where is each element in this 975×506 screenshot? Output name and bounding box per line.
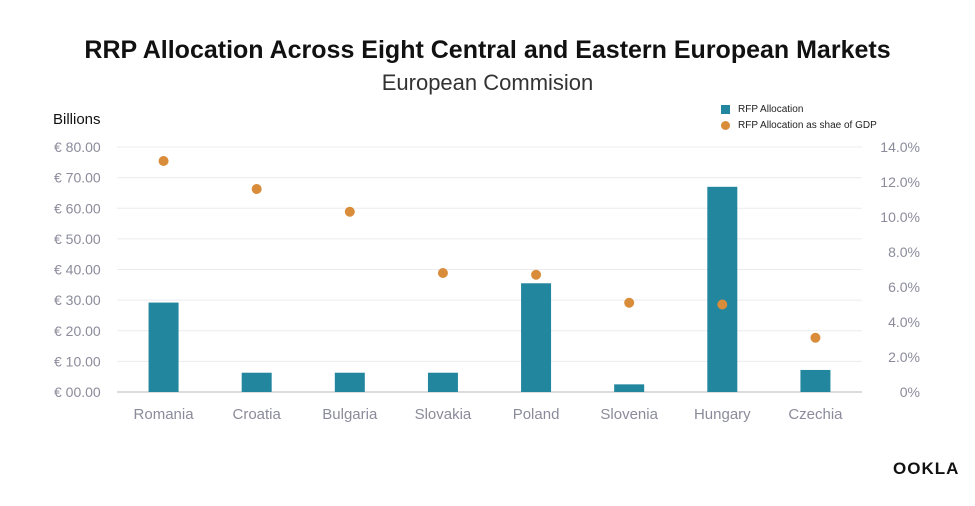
chart-subtitle: European Commision — [381, 70, 594, 95]
legend-label-bars: RFP Allocation — [738, 103, 804, 115]
ookla-logo: OOKLA — [893, 459, 960, 478]
bar — [148, 302, 179, 392]
category-label: Croatia — [233, 406, 282, 423]
right-tick-label: 8.0% — [888, 244, 920, 260]
left-tick-label: € 30.00 — [54, 292, 101, 308]
data-point — [437, 268, 448, 278]
left-axis-ticks: € 00.00 € 10.00 € 20.00 € 30.00 € 40.00 € 50.… — [54, 139, 101, 400]
bar-series — [148, 186, 831, 392]
category-label: Romania — [134, 406, 195, 423]
data-point — [531, 269, 542, 280]
legend: RFP Allocation RFP Allocation as shae of… — [721, 101, 877, 133]
data-point — [717, 299, 728, 310]
left-tick-label: € 80.00 — [54, 139, 101, 155]
category-label: Slovakia — [415, 406, 472, 423]
bar — [614, 384, 645, 392]
legend-label-dots: RFP Allocation as shae of GDP — [738, 119, 877, 131]
dot-series — [158, 156, 821, 343]
right-tick-label: 0% — [900, 384, 920, 400]
bar — [800, 369, 831, 392]
left-tick-label: € 70.00 — [54, 170, 101, 186]
right-tick-label: 6.0% — [888, 279, 920, 295]
right-tick-label: 2.0% — [888, 349, 920, 365]
left-tick-label: € 40.00 — [54, 262, 101, 278]
left-tick-label: € 10.00 — [54, 353, 101, 369]
bar — [427, 372, 458, 392]
data-point — [624, 297, 635, 308]
data-point — [251, 184, 262, 194]
gridlines — [117, 146, 862, 393]
bar — [241, 372, 272, 392]
category-label: Slovenia — [600, 406, 658, 423]
left-tick-label: € 20.00 — [54, 323, 101, 339]
category-label: Hungary — [694, 406, 751, 423]
right-tick-label: 12.0% — [880, 174, 920, 190]
category-label: Bulgaria — [322, 406, 378, 423]
units-label: Billions — [53, 111, 101, 128]
data-point — [344, 206, 355, 217]
bar — [334, 372, 365, 392]
category-label: Czechia — [788, 406, 843, 423]
chart-title: RRP Allocation Across Eight Central and … — [84, 36, 891, 64]
left-tick-label: € 50.00 — [54, 231, 101, 247]
left-tick-label: € 00.00 — [54, 384, 101, 400]
legend-item-bars: RFP Allocation — [721, 101, 877, 117]
bar — [521, 283, 552, 392]
data-point — [158, 156, 169, 166]
legend-item-dots: RFP Allocation as shae of GDP — [721, 117, 877, 133]
right-axis-ticks: 0% 2.0% 4.0% 6.0% 8.0% 10.0% 12.0% 14.0% — [880, 139, 920, 400]
bar — [707, 186, 738, 392]
data-point — [810, 332, 821, 343]
right-tick-label: 10.0% — [880, 209, 920, 225]
right-tick-label: 14.0% — [880, 139, 920, 155]
legend-swatch-bars — [721, 104, 730, 114]
legend-swatch-dots — [721, 120, 730, 130]
left-tick-label: € 60.00 — [54, 200, 101, 216]
category-labels: Romania Croatia Bulgaria Slovakia Poland Slov… — [134, 406, 844, 423]
category-label: Poland — [513, 406, 560, 423]
right-tick-label: 4.0% — [888, 314, 920, 330]
